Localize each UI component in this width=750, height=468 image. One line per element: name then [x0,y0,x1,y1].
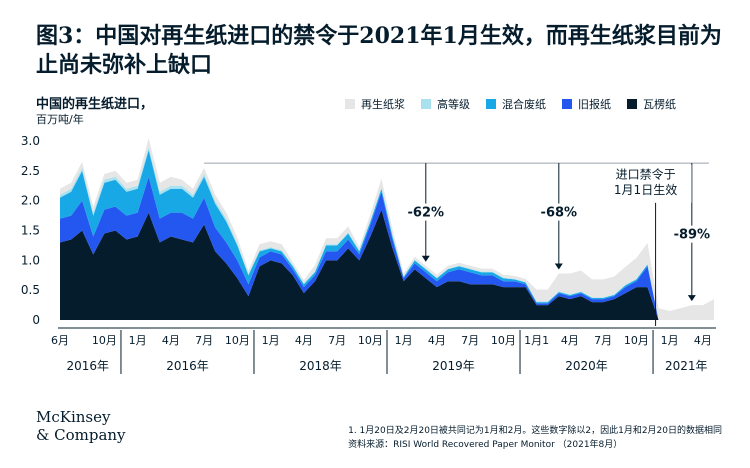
x-tick-label: 7月 [195,334,213,347]
x-tick-label: 7月 [461,334,479,347]
x-tick-label: 10月 [92,334,117,347]
drop-label-bg [536,203,581,221]
legend-item-occ: 瓦楞纸 [627,96,676,112]
x-tick-label: 4月 [162,334,180,347]
brand-line-2: & Company [36,426,126,444]
y-tick-label: 1.5 [21,224,40,238]
x-tick-label: 7月 [328,334,346,347]
x-tick-label: 4月 [295,334,313,347]
year-label: 2018年 [299,359,342,373]
legend-item-high-grade: 高等级 [421,96,470,112]
arrow-head [554,263,563,270]
legend-label: 再生纸浆 [361,98,405,111]
legend-swatch [627,99,637,109]
footnotes: 1. 1月20日及2月20日被共同记为1月和2月。这些数字除以2，因此1月和2月… [348,424,722,452]
x-tick-label: 4月 [428,334,446,347]
legend-label: 旧报纸 [578,98,611,111]
legend-item-recycled-pulp: 再生纸浆 [345,96,405,112]
x-tick-label: 7月 [594,334,612,347]
y-tick-label: 0 [32,313,40,327]
x-tick-label: 4月 [694,334,712,347]
year-label: 2019年 [432,359,475,373]
x-tick-label: 10月 [358,334,383,347]
drop-label: -68% [541,206,578,221]
y-tick-label: 0.5 [21,283,40,297]
year-label: 2016年 [166,359,209,373]
ban-label-bg [597,164,692,203]
x-tick-label: 1月 [395,334,413,347]
mckinsey-logo: McKinsey & Company [36,408,126,444]
legend-swatch [486,99,496,109]
drop-label-bg [403,203,448,221]
year-label: 2020年 [565,359,608,373]
y-tick-label: 2.5 [21,164,40,178]
y-axis-unit: 百万吨/年 [36,113,84,126]
arrow-head [421,255,430,262]
legend-swatch [562,99,572,109]
chart-subtitle: 中国的再生纸进口， [36,97,154,112]
chart-title: 图3：中国对再生纸进口的禁令于2021年1月生效，而再生纸浆目前为止尚未弥补上缺… [36,23,722,78]
x-tick-label: 4月 [561,334,579,347]
legend-swatch [421,99,431,109]
arrow-head [687,295,696,302]
year-label: 2016年 [66,359,109,373]
drop-label-bg [669,225,714,243]
legend-item-mixed-waste: 混合废纸 [486,96,546,112]
y-tick-label: 3.0 [21,134,40,148]
x-tick-label: 1月 [129,334,147,347]
legend-label: 瓦楞纸 [643,98,676,111]
legend: 再生纸浆 高等级 混合废纸 旧报纸 瓦楞纸 [345,96,676,112]
legend-swatch [345,99,355,109]
y-tick-label: 2.0 [21,194,40,208]
x-tick-label: 10月 [624,334,649,347]
legend-label: 混合废纸 [502,98,546,111]
x-tick-label: 1月 [262,334,280,347]
ban-label-line-2: 1月1日生效 [614,182,677,197]
source-note: 资料来源：RISI World Recovered Paper Monitor … [348,440,623,450]
brand-line-1: McKinsey [36,408,111,426]
legend-label: 高等级 [437,98,470,111]
area-occ [60,209,714,320]
drop-label: -89% [674,228,711,243]
year-label: 2021年 [665,359,708,373]
y-tick-label: 1.0 [21,253,40,267]
footnote-1: 1. 1月20日及2月20日被共同记为1月和2月。这些数字除以2，因此1月和2月… [348,426,722,436]
x-tick-label: 1月 [661,334,679,347]
ban-label-line-1: 进口禁令于 [616,167,676,182]
x-tick-label: 10月 [491,334,516,347]
x-tick-label: 6月 [51,334,69,347]
x-tick-label: 1月1 [524,334,549,347]
x-tick-label: 10月 [225,334,250,347]
legend-item-old-newspaper: 旧报纸 [562,96,611,112]
drop-label: -62% [408,206,445,221]
